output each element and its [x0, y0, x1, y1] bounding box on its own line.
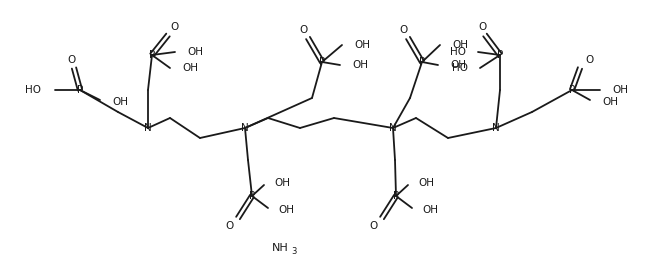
Text: N: N: [389, 123, 397, 133]
Text: P: P: [149, 50, 155, 60]
Text: O: O: [478, 22, 487, 32]
Text: N: N: [492, 123, 500, 133]
Text: O: O: [370, 221, 378, 231]
Text: OH: OH: [278, 205, 294, 215]
Text: O: O: [226, 221, 234, 231]
Text: OH: OH: [602, 97, 618, 107]
Text: NH: NH: [272, 243, 288, 253]
Text: O: O: [68, 55, 76, 65]
Text: HO: HO: [450, 47, 466, 57]
Text: OH: OH: [418, 178, 434, 188]
Text: P: P: [497, 50, 503, 60]
Text: N: N: [241, 123, 249, 133]
Text: OH: OH: [352, 60, 368, 70]
Text: O: O: [299, 25, 307, 35]
Text: P: P: [393, 191, 399, 201]
Text: OH: OH: [354, 40, 370, 50]
Text: P: P: [419, 57, 425, 67]
Text: HO: HO: [452, 63, 468, 73]
Text: OH: OH: [450, 60, 466, 70]
Text: OH: OH: [452, 40, 468, 50]
Text: OH: OH: [182, 63, 198, 73]
Text: O: O: [399, 25, 407, 35]
Text: HO: HO: [25, 85, 41, 95]
Text: OH: OH: [112, 97, 128, 107]
Text: OH: OH: [187, 47, 203, 57]
Text: OH: OH: [422, 205, 438, 215]
Text: 3: 3: [291, 247, 297, 255]
Text: OH: OH: [612, 85, 628, 95]
Text: P: P: [569, 85, 575, 95]
Text: P: P: [77, 85, 83, 95]
Text: P: P: [249, 191, 255, 201]
Text: OH: OH: [274, 178, 290, 188]
Text: O: O: [170, 22, 178, 32]
Text: N: N: [144, 123, 152, 133]
Text: P: P: [319, 57, 325, 67]
Text: O: O: [585, 55, 593, 65]
